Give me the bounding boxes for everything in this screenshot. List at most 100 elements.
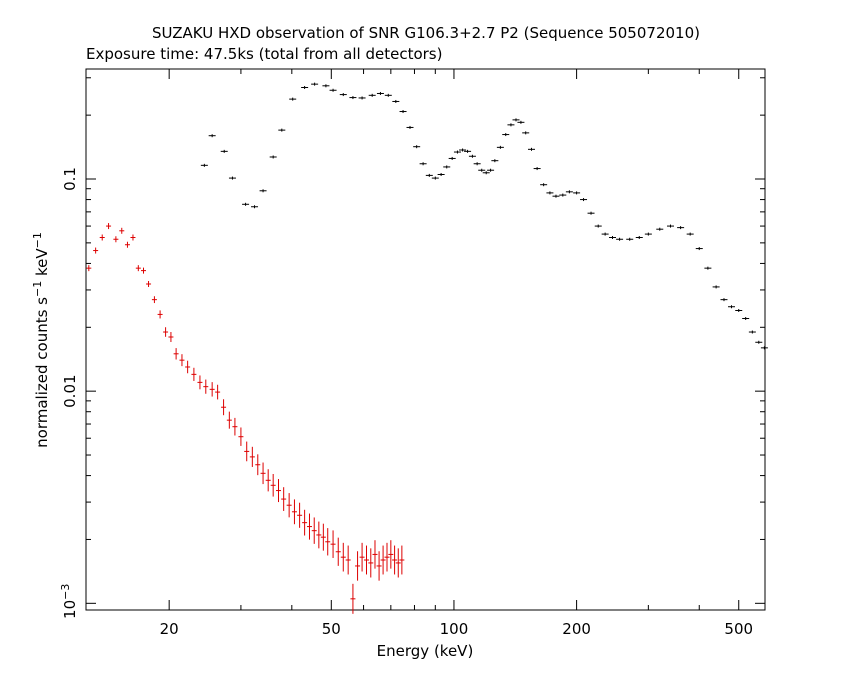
data-point [306, 513, 312, 540]
data-point [443, 165, 451, 169]
data-point [320, 523, 326, 551]
plot-frame [85, 68, 766, 611]
data-point [345, 545, 351, 575]
data-point [335, 537, 341, 566]
data-point [704, 266, 712, 270]
data-point [350, 583, 356, 614]
data-point [522, 131, 530, 135]
x-tick-label: 500 [724, 620, 753, 638]
data-point [179, 354, 185, 367]
data-point [291, 499, 297, 525]
data-point [478, 168, 486, 172]
data-point [209, 382, 215, 397]
data-point [635, 236, 643, 240]
data-point [340, 542, 346, 572]
series-1 [200, 82, 768, 350]
data-point [151, 296, 157, 304]
data-point [226, 411, 232, 429]
data-point [473, 162, 481, 166]
data-point [512, 118, 520, 122]
data-point [507, 123, 515, 127]
data-point [376, 91, 384, 95]
data-point [468, 154, 476, 158]
data-point [349, 96, 357, 100]
data-layer [86, 82, 768, 614]
data-point [215, 384, 221, 400]
data-point [459, 148, 467, 152]
data-point [329, 88, 337, 92]
data-point [368, 548, 374, 578]
data-point [173, 348, 179, 360]
data-point [146, 280, 152, 287]
data-point [392, 545, 398, 575]
data-point [106, 223, 112, 230]
data-point [311, 82, 319, 86]
data-point [580, 198, 588, 202]
x-tick-label: 50 [322, 620, 341, 638]
data-point [372, 540, 378, 569]
data-point [228, 176, 236, 180]
data-point [130, 234, 136, 241]
data-point [119, 227, 125, 234]
data-point [242, 202, 250, 206]
data-point [86, 265, 92, 272]
data-point [546, 191, 554, 195]
data-point [358, 96, 366, 100]
data-point [425, 173, 433, 177]
y-tick-label: 0.1 [61, 167, 79, 191]
data-point [712, 285, 720, 289]
data-point [200, 163, 208, 167]
data-point [278, 128, 286, 132]
data-point [232, 417, 238, 436]
data-point [269, 155, 277, 159]
data-point [141, 267, 147, 274]
data-point [695, 247, 703, 251]
data-point [626, 237, 634, 241]
data-point [720, 298, 728, 302]
data-point [316, 521, 322, 549]
data-point [437, 173, 445, 177]
data-point [760, 346, 768, 350]
data-point [431, 176, 439, 180]
data-point [533, 167, 541, 171]
data-point [297, 502, 303, 528]
data-point [384, 93, 392, 97]
data-point [238, 427, 244, 446]
data-point [587, 211, 595, 215]
data-point [113, 236, 119, 243]
data-point [368, 93, 376, 97]
data-point [355, 551, 361, 581]
data-point [453, 150, 461, 154]
data-point [482, 171, 490, 175]
data-point [244, 441, 250, 462]
data-point [609, 236, 617, 240]
chart-subtitle: Exposure time: 47.5ks (total from all de… [86, 45, 442, 63]
data-point [302, 509, 308, 536]
data-point [748, 330, 756, 334]
data-point [399, 110, 407, 114]
y-tick-label: 0.01 [61, 374, 79, 407]
data-point [395, 548, 401, 578]
data-point [311, 517, 317, 544]
x-tick-label: 200 [562, 620, 591, 638]
data-point [448, 156, 456, 160]
data-point [392, 99, 400, 103]
data-point [399, 545, 405, 575]
data-point [265, 469, 271, 492]
data-point [249, 446, 255, 467]
data-point [376, 551, 382, 581]
data-point [464, 149, 472, 153]
data-point [656, 227, 664, 231]
data-point [644, 232, 652, 236]
data-point [135, 265, 141, 272]
data-point [325, 528, 331, 556]
data-point [601, 232, 609, 236]
data-point [220, 149, 228, 153]
data-point [487, 168, 495, 172]
data-point [384, 542, 390, 572]
data-point [301, 85, 309, 89]
data-point [168, 332, 174, 342]
data-point [540, 183, 548, 187]
data-point [517, 120, 525, 124]
